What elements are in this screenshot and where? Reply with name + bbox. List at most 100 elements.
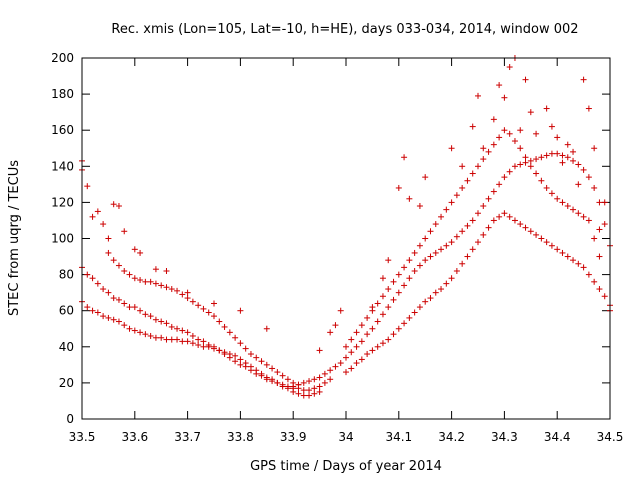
data-point: [364, 314, 371, 321]
data-point: [448, 275, 455, 282]
data-point: [469, 217, 476, 224]
data-point: [131, 327, 138, 334]
data-point: [522, 224, 529, 231]
data-point: [585, 174, 592, 181]
x-tick-label: 33.9: [280, 430, 307, 444]
data-point: [263, 361, 270, 368]
data-point: [416, 203, 423, 210]
data-point: [401, 264, 408, 271]
data-point: [290, 383, 297, 390]
data-point: [137, 249, 144, 256]
data-point: [501, 94, 508, 101]
data-point: [369, 304, 376, 311]
data-point: [501, 210, 508, 217]
data-point: [591, 235, 598, 242]
y-tick-label: 60: [59, 304, 74, 318]
data-point: [358, 356, 365, 363]
data-point: [147, 313, 154, 320]
data-point: [601, 293, 608, 300]
data-point: [554, 134, 561, 141]
data-point: [163, 284, 170, 291]
data-point: [453, 233, 460, 240]
data-point: [269, 365, 276, 372]
data-point: [121, 322, 128, 329]
data-point: [406, 195, 413, 202]
x-tick-label: 34.3: [491, 430, 518, 444]
data-point: [163, 320, 170, 327]
data-point: [242, 360, 249, 367]
data-point: [533, 156, 540, 163]
data-point: [253, 367, 260, 374]
data-point: [596, 226, 603, 233]
data-point: [559, 249, 566, 256]
data-point: [448, 239, 455, 246]
data-point: [538, 154, 545, 161]
x-tick-label: 34.2: [438, 430, 465, 444]
data-point: [453, 192, 460, 199]
data-point: [189, 298, 196, 305]
data-point: [137, 329, 144, 336]
data-point: [306, 387, 313, 394]
data-point: [327, 367, 334, 374]
data-point: [469, 246, 476, 253]
data-point: [110, 201, 117, 208]
data-point: [422, 257, 429, 264]
data-point: [221, 323, 228, 330]
data-point: [485, 195, 492, 202]
data-point: [517, 161, 524, 168]
data-point: [290, 388, 297, 395]
data-point: [152, 266, 159, 273]
data-point: [226, 329, 233, 336]
data-point: [348, 365, 355, 372]
data-point: [427, 295, 434, 302]
data-point: [506, 168, 513, 175]
y-axis-label: STEC from uqrg / TECUs: [7, 160, 22, 316]
data-point: [506, 130, 513, 137]
data-point: [374, 343, 381, 350]
data-point: [211, 313, 217, 320]
data-point: [316, 388, 323, 395]
data-point: [475, 239, 481, 246]
data-point: [570, 157, 577, 164]
x-tick-label: 34.5: [597, 430, 624, 444]
data-point: [533, 130, 540, 137]
data-point: [443, 206, 450, 213]
data-point: [570, 148, 577, 155]
data-point: [126, 271, 133, 278]
data-point: [596, 286, 603, 293]
data-point: [559, 199, 566, 206]
data-point: [395, 184, 402, 191]
data-point: [115, 318, 122, 325]
data-point: [200, 305, 207, 312]
data-point: [84, 271, 91, 278]
x-tick-label: 33.7: [174, 430, 201, 444]
data-point: [263, 325, 270, 332]
y-tick-label: 120: [51, 195, 74, 209]
data-point: [411, 309, 418, 316]
data-point: [379, 311, 386, 318]
data-point: [121, 300, 128, 307]
data-point: [89, 275, 96, 282]
data-point: [110, 295, 117, 302]
data-point: [522, 159, 529, 166]
y-tick-label: 160: [51, 123, 74, 137]
data-point: [152, 334, 159, 341]
data-point: [464, 177, 471, 184]
data-point: [100, 313, 107, 320]
data-point: [311, 385, 318, 392]
data-point: [480, 156, 487, 163]
data-point: [527, 163, 534, 170]
data-point: [179, 291, 186, 298]
data-point: [195, 302, 202, 309]
data-point: [575, 161, 582, 168]
data-point: [385, 257, 392, 264]
data-point: [548, 190, 555, 197]
data-point: [411, 249, 418, 256]
data-point: [152, 280, 159, 287]
data-point: [332, 322, 339, 329]
data-point: [432, 289, 439, 296]
data-point: [459, 184, 466, 191]
data-point: [100, 221, 107, 228]
data-points: [79, 55, 613, 399]
data-point: [247, 363, 254, 370]
